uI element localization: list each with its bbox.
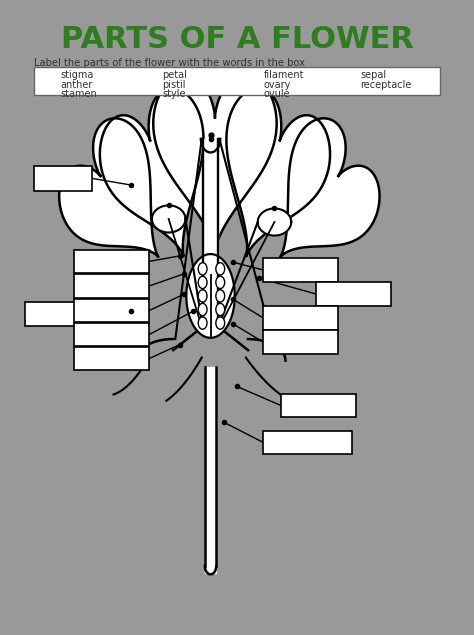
Text: ovary: ovary <box>264 79 291 90</box>
Text: style: style <box>162 89 185 99</box>
Bar <box>264 258 338 282</box>
Text: PARTS OF A FLOWER: PARTS OF A FLOWER <box>61 25 413 53</box>
Text: stamen: stamen <box>61 89 98 99</box>
Bar <box>74 347 149 370</box>
Text: petal: petal <box>162 70 187 81</box>
Bar <box>34 166 91 190</box>
Circle shape <box>216 290 225 302</box>
Text: anther: anther <box>61 79 93 90</box>
Circle shape <box>198 276 207 288</box>
Bar <box>264 330 338 354</box>
Bar <box>281 394 356 417</box>
Polygon shape <box>152 205 185 232</box>
Polygon shape <box>100 88 203 256</box>
Text: sepal: sepal <box>360 70 387 81</box>
Polygon shape <box>258 208 291 236</box>
Bar <box>34 67 440 95</box>
Polygon shape <box>227 88 330 256</box>
Text: receptacle: receptacle <box>360 79 412 90</box>
Circle shape <box>216 276 225 288</box>
Circle shape <box>198 290 207 302</box>
Polygon shape <box>280 118 380 257</box>
Circle shape <box>198 263 207 275</box>
Circle shape <box>198 304 207 316</box>
Text: pistil: pistil <box>162 79 185 90</box>
Polygon shape <box>59 118 158 257</box>
Polygon shape <box>186 254 235 338</box>
Circle shape <box>216 304 225 316</box>
Text: ovule: ovule <box>264 89 290 99</box>
Bar <box>26 302 83 326</box>
Bar <box>74 299 149 323</box>
Polygon shape <box>153 75 277 253</box>
Circle shape <box>198 317 207 329</box>
Text: filament: filament <box>264 70 304 81</box>
Circle shape <box>216 263 225 275</box>
Text: Label the parts of the flower with the words in the box: Label the parts of the flower with the w… <box>34 58 305 68</box>
Bar <box>74 274 149 298</box>
Bar <box>264 307 338 330</box>
Bar <box>74 323 149 347</box>
Bar <box>316 283 392 306</box>
Circle shape <box>216 317 225 329</box>
Text: stigma: stigma <box>61 70 94 81</box>
Bar <box>264 431 352 454</box>
Bar <box>74 250 149 273</box>
